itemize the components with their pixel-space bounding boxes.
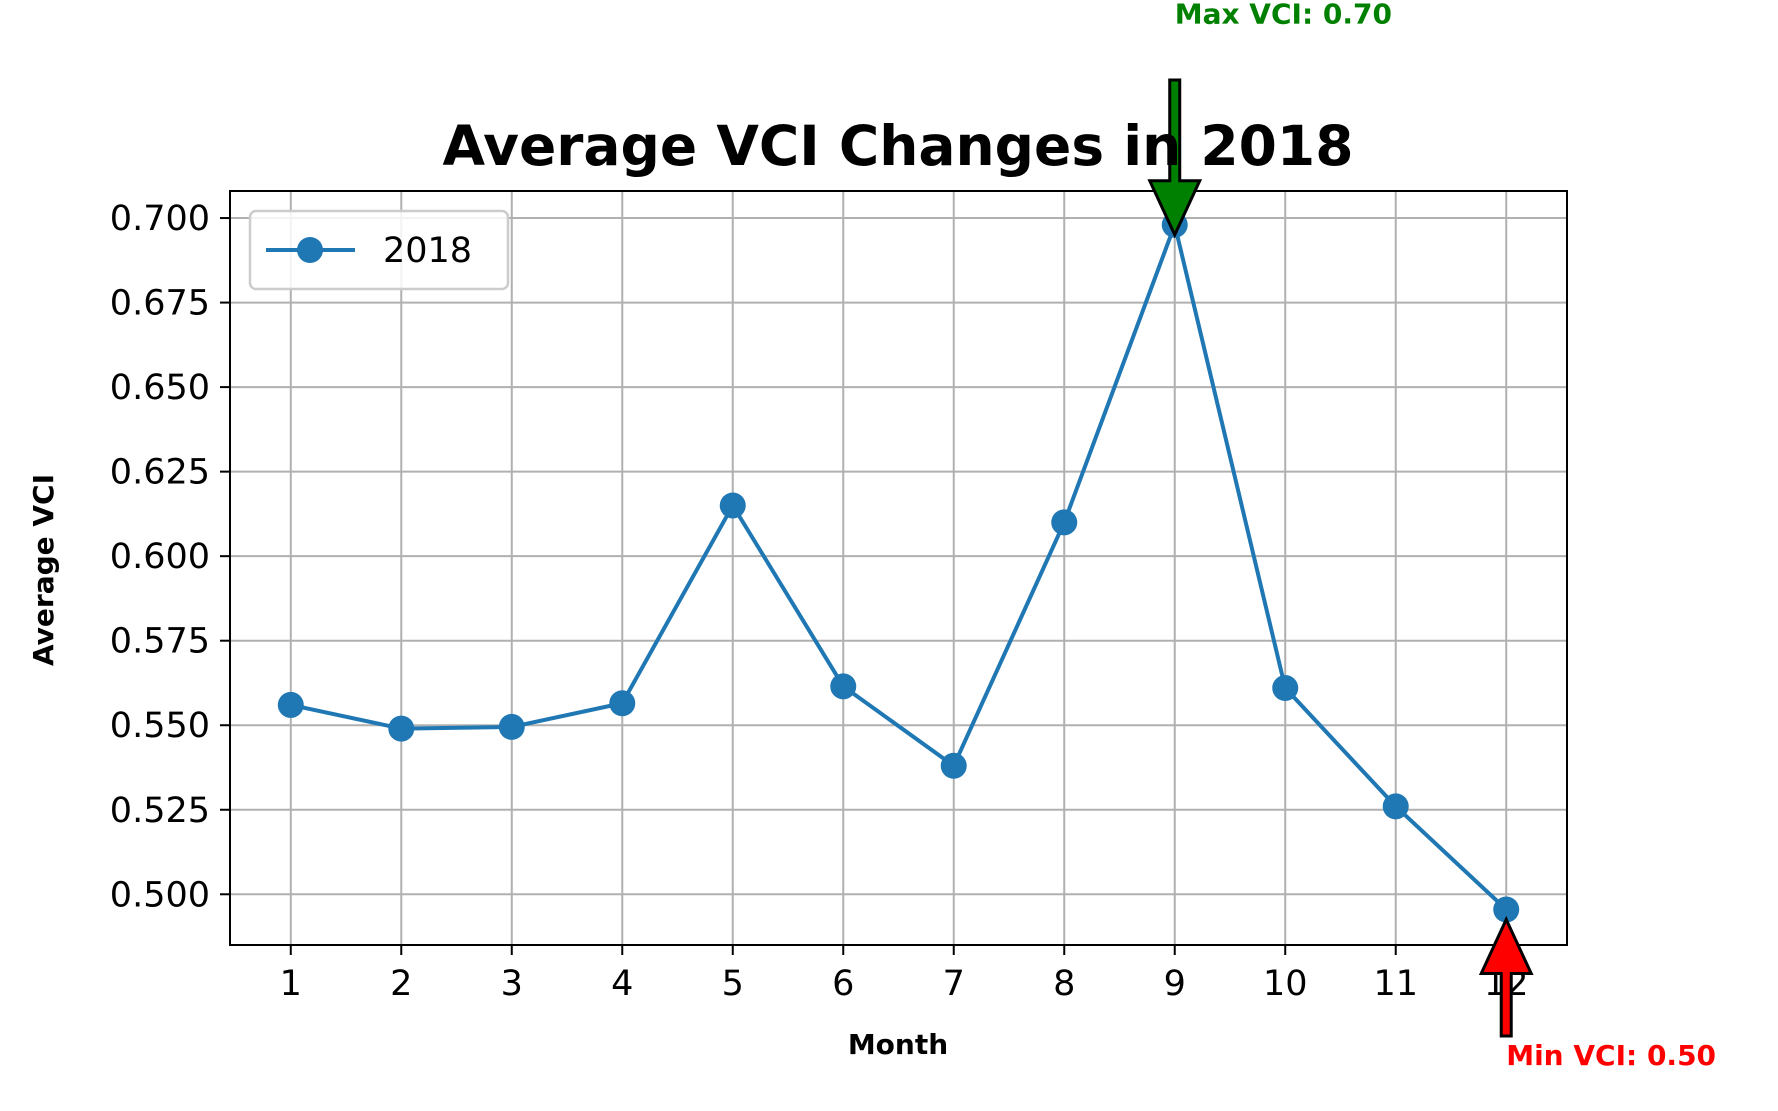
- y-tick-label: 0.675: [110, 284, 210, 324]
- data-point: [388, 715, 415, 742]
- legend: 2018: [248, 209, 510, 291]
- data-point: [277, 691, 304, 718]
- data-point: [1382, 793, 1409, 820]
- plot-frame: [229, 190, 1568, 946]
- chart-text: Average VCI Changes in 2018 Month Averag…: [27, 114, 1353, 1061]
- annotation-label: Min VCI: 0.50: [1506, 1039, 1716, 1072]
- x-tick-label: 11: [1373, 964, 1418, 1004]
- annotation-arrow: [1147, 78, 1203, 239]
- chart-title: Average VCI Changes in 2018: [443, 114, 1354, 178]
- x-tick-label: 4: [611, 964, 633, 1004]
- legend-marker: [297, 237, 323, 263]
- x-tick-label: 9: [1164, 964, 1186, 1004]
- y-tick-label: 0.500: [110, 875, 210, 915]
- legend-label: 2018: [383, 231, 472, 271]
- annotation-label: Max VCI: 0.70: [1175, 0, 1392, 31]
- x-tick-label: 6: [832, 964, 854, 1004]
- data-point: [1493, 896, 1520, 923]
- y-tick-label: 0.700: [110, 199, 210, 239]
- data-point: [830, 673, 857, 700]
- y-tick-label: 0.525: [110, 791, 210, 831]
- data-point: [719, 492, 746, 519]
- y-tick-label: 0.650: [110, 368, 210, 408]
- x-tick-label: 2: [390, 964, 412, 1004]
- y-tick-label: 0.600: [110, 537, 210, 577]
- x-tick-label: 10: [1263, 964, 1308, 1004]
- x-tick-label: 1: [280, 964, 302, 1004]
- x-tick-label: 8: [1053, 964, 1075, 1004]
- x-tick-label: 3: [501, 964, 523, 1004]
- series-line: [290, 222, 1508, 911]
- data-point: [1051, 509, 1078, 536]
- y-axis-label: Average VCI: [27, 474, 60, 666]
- annotation-arrow: [1478, 915, 1534, 1038]
- data-point: [940, 752, 967, 779]
- data-point: [1272, 675, 1299, 702]
- legend-box: [248, 209, 510, 291]
- x-tick-label: 5: [722, 964, 744, 1004]
- y-tick-label: 0.550: [110, 706, 210, 746]
- data-point: [609, 690, 636, 717]
- y-tick-label: 0.575: [110, 622, 210, 662]
- data-point: [498, 713, 525, 740]
- x-tick-label: 7: [943, 964, 965, 1004]
- x-axis-label: Month: [848, 1028, 948, 1061]
- annotations: Max VCI: 0.70 Min VCI: 0.50: [1147, 0, 1716, 1072]
- y-tick-label: 0.625: [110, 453, 210, 493]
